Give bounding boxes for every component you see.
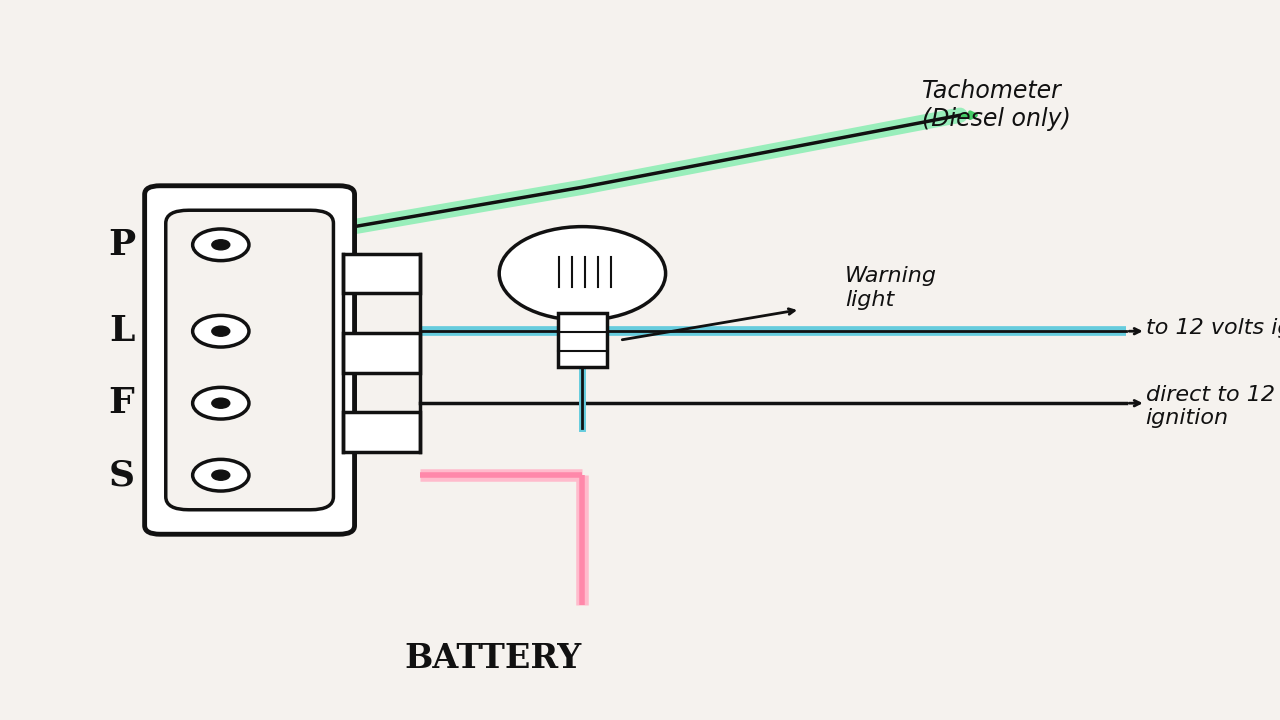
Text: Warning
light: Warning light [845,266,937,310]
Text: L: L [109,314,134,348]
Bar [558,313,607,367]
Bar [343,333,420,373]
Circle shape [212,398,230,408]
FancyBboxPatch shape [145,186,355,534]
Text: P: P [108,228,136,262]
Circle shape [193,387,250,419]
Circle shape [212,470,230,480]
Text: direct to 12 volts
ignition: direct to 12 volts ignition [1146,385,1280,428]
Circle shape [212,240,230,250]
FancyBboxPatch shape [166,210,334,510]
Text: to 12 volts ignition: to 12 volts ignition [1146,318,1280,338]
Text: Tachometer
(Diesel only): Tachometer (Diesel only) [922,79,1070,131]
Bar [343,253,420,294]
Text: S: S [109,458,134,492]
Circle shape [193,315,250,347]
Bar [343,412,420,452]
Text: F: F [109,386,134,420]
Text: BATTERY: BATTERY [404,642,581,675]
Circle shape [193,459,250,491]
Circle shape [499,227,666,320]
Circle shape [193,229,250,261]
Circle shape [212,326,230,336]
